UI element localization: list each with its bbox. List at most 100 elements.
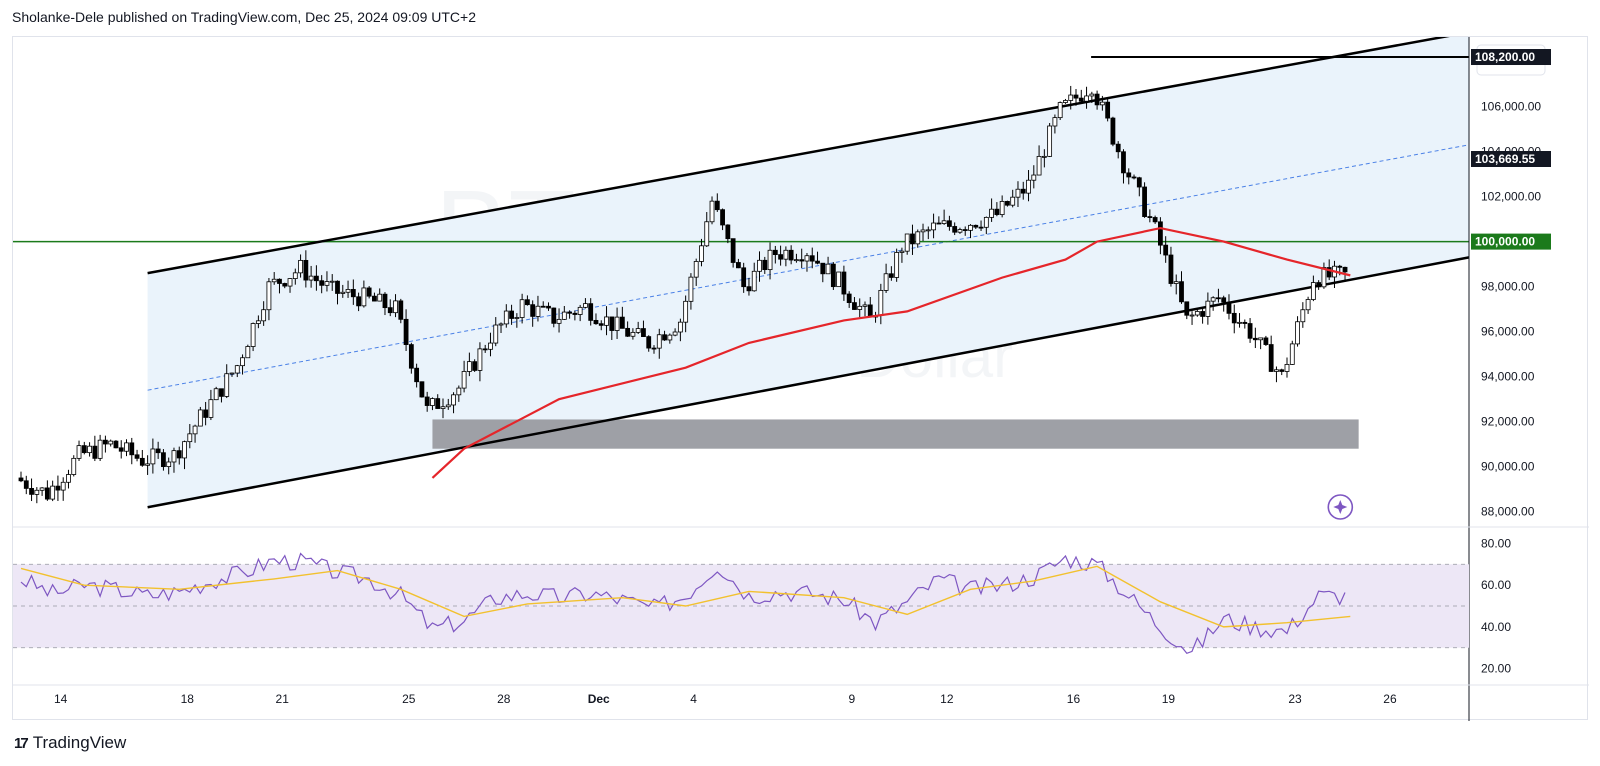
candle-body [482, 348, 488, 351]
candle-body [772, 249, 778, 255]
candle-body [472, 361, 478, 371]
candle-body [308, 275, 314, 281]
candle-body [904, 233, 910, 252]
candle-body [540, 305, 546, 308]
candle-body [720, 209, 725, 226]
candle-body [1279, 369, 1285, 372]
candle-body [519, 299, 525, 318]
candle-body [1015, 188, 1021, 198]
time-tick-label: 14 [54, 692, 68, 706]
rsi-tick-label: 20.00 [1481, 662, 1511, 676]
candle-body [730, 238, 736, 263]
channel-fill [147, 37, 1469, 508]
candle-body [1194, 311, 1200, 316]
candle-body [878, 289, 884, 316]
price-label-text: 108,200.00 [1475, 50, 1535, 64]
candle-body [894, 252, 900, 278]
price-label-box [1471, 49, 1551, 66]
candle-body [129, 442, 135, 456]
candle-body [287, 278, 293, 287]
price-label-box [1471, 150, 1551, 167]
price-tick-label: 106,000.00 [1481, 100, 1541, 114]
candle-body [952, 226, 958, 233]
candle-body [1173, 281, 1179, 284]
time-tick-label: 16 [1067, 692, 1081, 706]
candle-body [815, 260, 820, 264]
candle-body [899, 250, 905, 253]
candle-body [29, 488, 34, 495]
chart-canvas[interactable]: BTCUSD, 4hBitcoin / U.S. DollarUSD106,00… [13, 37, 1589, 721]
candle-body [757, 259, 762, 272]
candle-body [1168, 254, 1174, 284]
candle-body [577, 306, 583, 315]
candle-body [625, 327, 631, 337]
candle-body [556, 318, 562, 324]
candle-body [509, 310, 514, 319]
candle-body [1200, 311, 1205, 317]
candle-body [920, 229, 926, 233]
rsi-tick-label: 40.00 [1481, 620, 1511, 634]
candle-body [250, 323, 256, 347]
candle-body [1163, 244, 1169, 256]
candle-body [224, 373, 230, 397]
candle-body [968, 224, 973, 231]
channel-lower-line[interactable] [147, 256, 1470, 509]
candle-body [372, 295, 377, 302]
channel-upper-line[interactable] [147, 37, 1469, 275]
candle-body [915, 231, 921, 245]
candle-body [1252, 337, 1258, 341]
candle-body [704, 221, 710, 247]
candle-body [134, 454, 140, 459]
candle-body [989, 208, 994, 218]
price-label-103669.55[interactable]: 103,669.55 [1471, 150, 1551, 167]
candle-body [66, 474, 71, 483]
candle-body [382, 293, 388, 309]
candle-body [292, 272, 298, 279]
candle-body [329, 280, 335, 283]
moving-average-line[interactable] [431, 226, 1351, 479]
candle-body [551, 307, 557, 324]
candle-body [488, 342, 493, 350]
candle-body [435, 398, 441, 409]
candle-body [910, 233, 915, 245]
candle-body [651, 347, 657, 350]
candle-body [282, 283, 288, 287]
candle-body [1158, 221, 1163, 246]
candle-body [303, 259, 309, 281]
candle-body [1078, 97, 1084, 102]
candle-body [361, 287, 367, 307]
time-tick-label: 26 [1383, 692, 1397, 706]
candle-body [693, 261, 699, 278]
candle-body [883, 273, 889, 291]
candle-body [466, 361, 472, 372]
price-label-108200[interactable]: 108,200.00 [1471, 49, 1551, 66]
chart-frame[interactable]: BTCUSD, 4hBitcoin / U.S. DollarUSD106,00… [12, 36, 1589, 721]
candle-body [672, 331, 678, 336]
rsi-line[interactable] [20, 552, 1346, 655]
demand-zone[interactable] [432, 419, 1359, 449]
candle-body [424, 396, 430, 406]
candle-body [561, 311, 567, 320]
candle-body [862, 304, 868, 307]
candle-body [1052, 117, 1058, 127]
tradingview-logo[interactable]: 17 TradingView [14, 733, 126, 753]
candle-body [609, 316, 615, 331]
candle-body [762, 259, 768, 271]
candle-body [87, 445, 92, 454]
candle-body [176, 450, 182, 459]
candle-body [319, 280, 325, 286]
candle-body [841, 271, 847, 295]
tradingview-logo-icon: 17 [14, 734, 29, 752]
candle-body [1142, 186, 1147, 217]
candle-body [1005, 201, 1010, 206]
time-tick-label: 28 [497, 692, 511, 706]
candle-body [1210, 297, 1216, 302]
time-tick-label: 23 [1288, 692, 1302, 706]
candle-body [1184, 301, 1190, 316]
candle-body [888, 273, 894, 278]
price-label-100000[interactable]: 100,000.00 [1471, 233, 1551, 250]
rsi-ma-line[interactable] [20, 565, 1351, 628]
candle-body [1131, 176, 1137, 179]
candle-body [867, 304, 873, 318]
candle-body [23, 480, 29, 489]
